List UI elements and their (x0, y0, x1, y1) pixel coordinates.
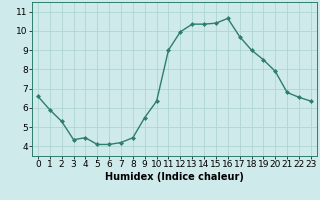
X-axis label: Humidex (Indice chaleur): Humidex (Indice chaleur) (105, 172, 244, 182)
